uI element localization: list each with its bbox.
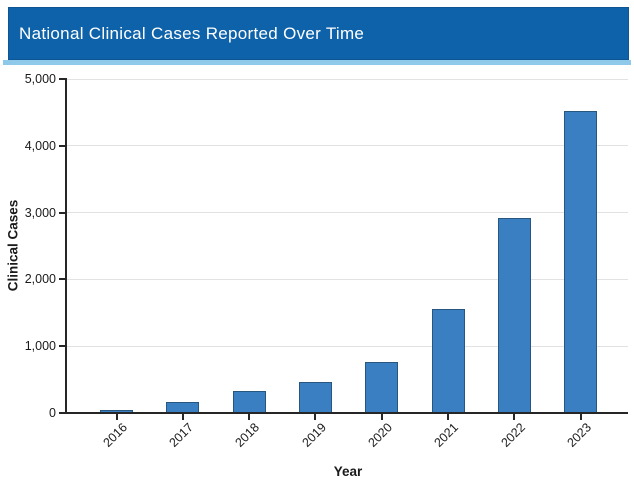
x-axis-title: Year <box>333 464 363 479</box>
y-tick-label-1000: 1,000 <box>24 339 56 354</box>
x-tick-2018 <box>248 414 251 420</box>
bar-2018 <box>232 390 266 413</box>
chart-title-bar: National Clinical Cases Reported Over Ti… <box>8 7 629 60</box>
y-tick-label-0: 0 <box>49 406 56 420</box>
y-tick-0 <box>59 412 65 414</box>
x-tick-2023 <box>579 414 582 420</box>
gridline-3000 <box>67 212 628 214</box>
x-tick-label-2018: 2018 <box>232 420 263 450</box>
x-tick-label-2020: 2020 <box>365 420 395 450</box>
bar-2023 <box>564 111 598 413</box>
header-accent-strip <box>3 60 631 65</box>
x-tick-2021 <box>447 414 449 420</box>
x-axis-spine <box>65 412 628 414</box>
x-tick-label-2019: 2019 <box>299 420 329 450</box>
y-tick-label-5000: 5,000 <box>24 72 56 86</box>
x-tick-label-2021: 2021 <box>431 420 462 450</box>
y-tick-3000 <box>59 211 65 214</box>
y-tick-5000 <box>59 78 65 80</box>
y-axis-title: Clinical Cases <box>5 199 21 292</box>
x-tick-2019 <box>314 414 317 420</box>
x-tick-2022 <box>513 414 516 420</box>
x-tick-label-2023: 2023 <box>564 420 594 450</box>
gridline-4000 <box>67 145 628 147</box>
y-axis-spine <box>65 78 67 414</box>
y-tick-2000 <box>59 278 65 281</box>
page-title: National Clinical Cases Reported Over Ti… <box>19 23 365 43</box>
x-tick-2020 <box>380 414 383 420</box>
gridline-5000 <box>67 78 628 80</box>
x-tick-2017 <box>181 414 184 420</box>
bar-2020 <box>365 362 399 413</box>
x-tick-label-2017: 2017 <box>166 420 197 450</box>
y-tick-label-2000: 2,000 <box>24 272 56 287</box>
gridline-2000 <box>67 278 628 280</box>
bar-2022 <box>497 217 531 413</box>
y-tick-label-4000: 4,000 <box>24 138 56 153</box>
y-tick-4000 <box>59 144 65 147</box>
y-tick-1000 <box>59 345 65 348</box>
x-tick-2016 <box>115 414 118 420</box>
bar-2021 <box>431 309 465 413</box>
y-tick-label-3000: 3,000 <box>24 205 56 220</box>
x-tick-label-2022: 2022 <box>497 420 528 450</box>
gridline-1000 <box>67 345 628 347</box>
x-tick-label-2016: 2016 <box>100 420 130 450</box>
bar-2019 <box>298 381 332 413</box>
